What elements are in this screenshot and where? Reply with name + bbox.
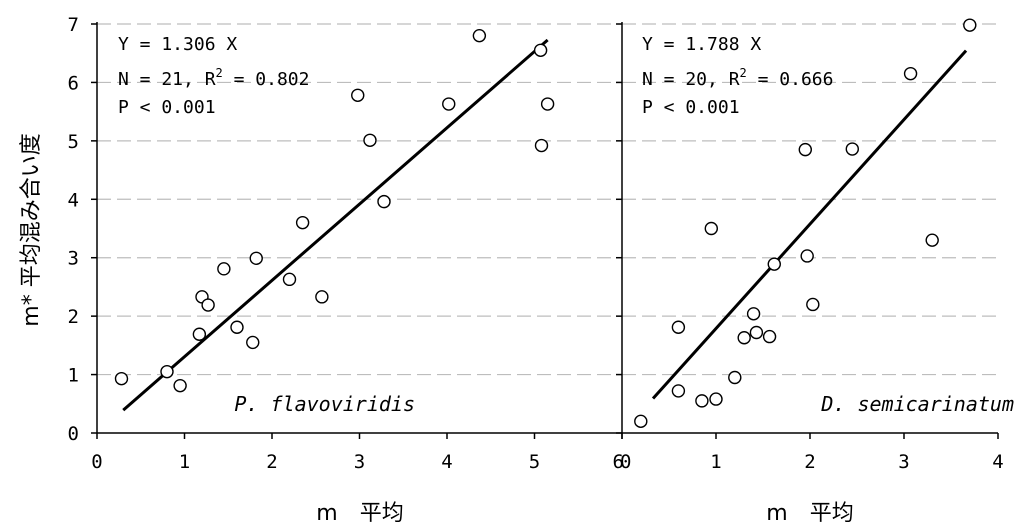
right-x-tick-label: 3 [898,451,909,473]
right-data-point [750,327,762,339]
left-x-tick-label: 3 [354,451,365,473]
right-data-point [801,250,813,262]
left-p-value: P < 0.001 [118,97,216,118]
left-y-tick-label: 3 [68,248,79,270]
left-y-tick-label: 2 [68,306,79,328]
left-data-point [218,263,230,275]
left-x-tick-label: 5 [529,451,540,473]
right-x-tick-label: 2 [804,451,815,473]
right-data-point [748,308,760,320]
left-x-axis-label: m 平均 [316,501,403,526]
left-data-point [250,252,262,264]
left-y-tick-label: 5 [68,131,79,153]
left-data-point [542,98,554,110]
left-data-point [364,134,376,146]
right-x-axis-label: m 平均 [766,501,853,526]
panel-semicarinatum: 0 1 2 3 4 Y = 1.788 X N = 20, R2 = 0.666 P < 0.… [616,19,1014,526]
left-x-tick-label: 1 [179,451,190,473]
left-y-tick-label: 4 [68,189,79,211]
left-data-point [536,140,548,152]
right-data-point [926,234,938,246]
left-data-point [535,44,547,56]
right-equation: Y = 1.788 X [642,34,761,55]
y-axis-label: m* 平均混み合い度 [19,133,44,326]
left-data-point [193,328,205,340]
right-data-point [807,298,819,310]
right-data-point [696,395,708,407]
left-x-tick-label: 2 [266,451,277,473]
right-species-label: D. semicarinatum [820,392,1014,416]
left-y-tick-label: 6 [68,72,79,94]
left-data-point [161,366,173,378]
right-p-value: P < 0.001 [642,97,740,118]
right-data-point [672,321,684,333]
right-data-point [738,332,750,344]
right-n-r2: N = 20, R2 = 0.666 [642,66,833,90]
left-x-tick-label: 0 [91,451,102,473]
left-data-point [473,30,485,42]
left-data-point [443,98,455,110]
left-data-point [297,217,309,229]
left-data-point [174,380,186,392]
left-data-point [284,273,296,285]
left-data-point [202,299,214,311]
right-data-point [764,331,776,343]
left-equation: Y = 1.306 X [118,34,237,55]
right-data-point [672,385,684,397]
left-data-point [231,321,243,333]
left-species-label: P. flavoviridis [234,392,415,416]
left-data-point [247,336,259,348]
left-y-tick-label: 7 [68,14,79,36]
right-data-point [729,371,741,383]
left-data-point [378,196,390,208]
left-data-point [116,373,128,385]
left-data-point [352,89,364,101]
right-data-point [905,68,917,80]
right-x-tick-label: 0 [620,451,631,473]
right-data-point [964,19,976,31]
right-data-point [799,144,811,156]
right-data-point [635,415,647,427]
right-x-tick-label: 1 [710,451,721,473]
right-data-point [768,258,780,270]
right-data-point [710,393,722,405]
right-data-point [705,223,717,235]
left-regression-line [123,40,547,410]
right-x-tick-label: 4 [992,451,1003,473]
left-n-r2: N = 21, R2 = 0.802 [118,66,309,90]
left-data-point [316,291,328,303]
left-x-tick-label: 4 [441,451,452,473]
left-y-tick-label: 1 [68,365,79,387]
left-y-tick-label: 0 [68,423,79,445]
right-data-point [846,143,858,155]
